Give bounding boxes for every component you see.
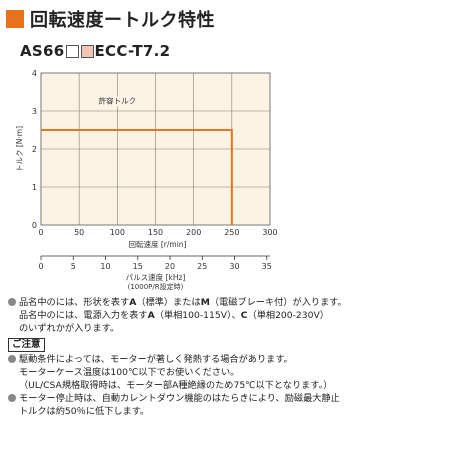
- series-group: 許容トルク: [41, 95, 233, 225]
- series-label-bg: [93, 96, 142, 107]
- caution-temp: モーターケース温度は100℃以下でお使いください。: [19, 367, 240, 378]
- y-axis-label: トルク [N·m]: [15, 126, 24, 172]
- y-tick-label: 0: [32, 221, 37, 230]
- x-tick-label: 150: [148, 228, 163, 237]
- x-tick-label: 50: [74, 228, 84, 237]
- title-square-icon: [6, 10, 24, 28]
- pulse-tick-label: 25: [197, 262, 207, 271]
- note-power-cont: のいずれかが入ります。: [19, 323, 120, 334]
- pulse-tick-label: 10: [100, 262, 110, 271]
- x-axis-ticks: 0 50 100 150 200 250 300: [38, 228, 277, 237]
- bullet-icon: [8, 297, 16, 306]
- model-prefix: AS66: [20, 42, 65, 60]
- x-tick-label: 250: [224, 228, 239, 237]
- model-name: AS66 ECC-T7.2: [20, 42, 170, 60]
- x-tick-label: 0: [38, 228, 43, 237]
- caution-torque: トルクは約50％に低下します。: [19, 406, 150, 417]
- x-tick-label: 300: [262, 228, 277, 237]
- bullet-icon: [8, 393, 16, 402]
- model-suffix: ECC-T7.2: [94, 42, 171, 60]
- pulse-speed-sublabel: (1000P/R設定時): [128, 282, 184, 291]
- power-placeholder-box: [80, 44, 94, 58]
- series-label: 許容トルク: [99, 95, 137, 105]
- title-bar: 回転速度ートルク特性: [6, 8, 215, 31]
- pulse-tick-label: 20: [165, 262, 175, 271]
- notes: 品名中のには、形状を表すA（標準）またはM（電磁ブレーキ付）が入ります。 品名中…: [8, 296, 448, 418]
- caution-current-down: モーター停止時は、自動カレントダウン機能のはたらきにより、励磁最大静止: [8, 392, 448, 405]
- caution-heat: 駆動条件によっては、モーターが著しく発熱する場合があります。: [8, 353, 448, 366]
- pulse-tick-label: 35: [262, 262, 272, 271]
- pulse-tick-label: 15: [133, 262, 143, 271]
- bullet-icon: [8, 354, 16, 363]
- pulse-speed-axis: 0 5 10 15 20 25 30 35: [38, 255, 272, 271]
- y-tick-label: 1: [32, 183, 37, 192]
- x-axis-label: 回転速度 [r/min]: [129, 239, 187, 249]
- pulse-speed-label: パルス速度 [kHz]: [126, 272, 186, 282]
- x-tick-label: 100: [110, 228, 125, 237]
- x-tick-label: 200: [186, 228, 201, 237]
- y-tick-label: 4: [32, 69, 37, 78]
- note-power: 品名中のには、電源入力を表すA（単相100-115V）、C（単相200-230V…: [19, 310, 329, 321]
- note-shape: 品名中のには、形状を表すA（標準）またはM（電磁ブレーキ付）が入ります。: [8, 296, 448, 309]
- pulse-tick-label: 0: [38, 262, 43, 271]
- page-title: 回転速度ートルク特性: [30, 10, 215, 31]
- shape-placeholder-box: [65, 44, 79, 58]
- caution-ul: （UL/CSA規格取得時は、モーター部A種絶縁のため75℃以下となります。）: [19, 380, 333, 391]
- y-tick-label: 2: [32, 145, 37, 154]
- y-axis-ticks: 0 1 2 3 4: [32, 69, 37, 230]
- series-line: [41, 129, 233, 225]
- y-tick-label: 3: [32, 107, 37, 116]
- caution-badge: ご注意: [8, 338, 45, 352]
- pulse-tick-label: 30: [229, 262, 239, 271]
- pulse-tick-label: 5: [71, 262, 76, 271]
